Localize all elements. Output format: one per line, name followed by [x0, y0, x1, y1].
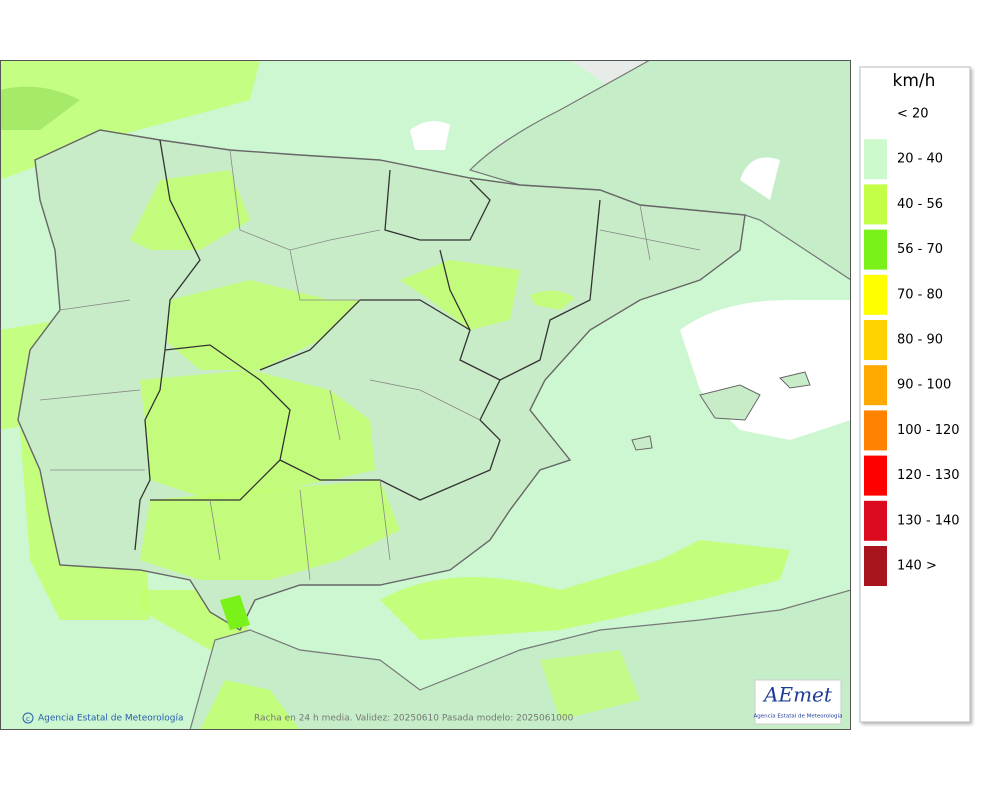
legend-label: 80 - 90 [897, 333, 943, 348]
legend-swatch [864, 320, 887, 360]
logo-name: AEmet [762, 683, 833, 707]
legend-swatch [864, 365, 887, 406]
legend-label: 70 - 80 [897, 287, 943, 302]
legend-swatch [864, 500, 887, 541]
legend-swatch [864, 184, 887, 225]
legend-label: 100 - 120 [897, 423, 960, 438]
attribution: Agencia Estatal de Meteorología [38, 714, 184, 724]
legend-swatch [864, 229, 887, 270]
copyright-icon [22, 712, 34, 724]
legend-swatch [864, 546, 887, 586]
legend-swatch [864, 410, 887, 451]
legend-swatch [864, 139, 887, 180]
logo-subtitle: Agencia Estatal de Meteorología [754, 713, 843, 720]
legend-label: 120 - 130 [897, 468, 960, 483]
legend-label: 90 - 100 [897, 378, 951, 393]
legend: < 20 20 - 40 40 - 56 56 - 70 70 - 80 80 - 90 9… [864, 107, 960, 586]
map [0, 60, 851, 730]
legend-swatch [864, 455, 887, 496]
legend-title: km/h [893, 71, 936, 91]
legend-label: 130 - 140 [897, 513, 960, 528]
legend-swatch [864, 274, 887, 315]
copyright-c: c [26, 715, 30, 723]
legend-label: 56 - 70 [897, 242, 943, 257]
logo-box [754, 679, 842, 725]
caption: Racha en 24 h media. Validez: 20250610 P… [254, 714, 574, 724]
legend-label: 40 - 56 [897, 197, 943, 212]
legend-label: 140 > [897, 559, 937, 574]
legend-label: < 20 [897, 107, 929, 122]
legend-label: 20 - 40 [897, 152, 943, 167]
